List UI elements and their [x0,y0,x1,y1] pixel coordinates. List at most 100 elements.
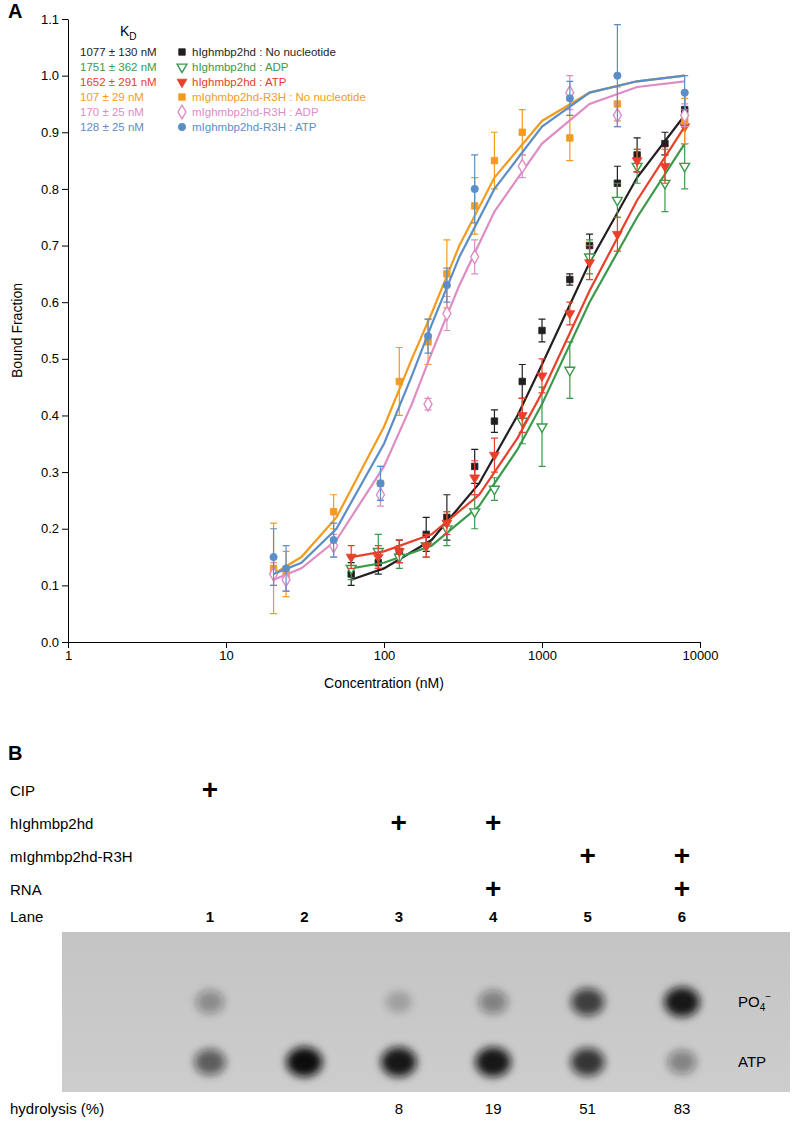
y-axis-title: Bound Fraction [9,283,25,378]
data-point [612,197,622,206]
error-bar [614,25,621,127]
lane-label: Lane [10,908,43,925]
data-point [471,185,478,192]
legend-marker [178,123,185,130]
error-bar [471,155,478,223]
spot-label-main: ATP [738,1053,766,1070]
y-axis-tick-mark [62,472,68,473]
legend-marker [179,49,185,55]
fit-line [274,81,685,579]
legend-marker [178,105,186,119]
data-point [585,260,595,269]
legend-label: hIghmbp2hd : ATP [192,76,287,88]
legend-kd: 1652 ± 291 nM [80,76,157,88]
data-point [662,140,668,146]
data-point [330,508,336,514]
data-point [565,367,575,376]
data-point [471,250,479,264]
data-point [396,378,402,384]
plot-area [270,25,690,614]
y-axis-tick-mark [62,415,68,416]
data-point [394,549,404,558]
data-point [443,282,450,289]
data-point [681,89,688,96]
spot [292,992,316,1012]
y-axis-tick: 1.0 [41,68,68,83]
spot-row [194,1047,696,1077]
series [270,76,688,614]
legend: KD1077 ± 130 nMhIghmbp2hd : No nucleotid… [80,23,366,133]
series [348,93,688,586]
legend-label: mIghmbp2hd-R3H : No nucleotide [192,91,366,103]
gel-image [62,932,790,1092]
lane-number: 6 [678,908,686,925]
data-point [680,163,690,172]
x-axis-tick-mark [700,642,701,648]
spot [476,1047,511,1077]
data-point [421,543,431,552]
data-point [442,520,452,529]
data-point [491,418,497,424]
data-point [346,554,356,563]
y-axis-tick-mark [62,132,68,133]
error-bar [443,240,450,308]
data-point [490,452,500,461]
error-bar [519,155,526,178]
legend-label: hIghmbp2hd : ADP [192,61,289,73]
plus-sign: + [485,873,501,904]
legend-entry: 170 ± 25 nMmIghmbp2hd-R3H : ADP [80,105,319,119]
legend-label: mIghmbp2hd-R3H : ATP [192,121,317,133]
y-axis-tick: 0.8 [41,182,68,197]
series [346,144,689,580]
y-axis-tick-mark [62,529,68,530]
spot [194,1049,225,1075]
x-axis-tick-label: 1 [65,648,72,663]
x-axis-tick-label: 10 [219,648,233,663]
data-point [491,157,497,163]
x-axis-tick-mark [68,642,69,648]
data-point [470,475,480,484]
plus-sign: + [485,807,501,838]
data-point [421,543,431,552]
legend-entry: 128 ± 25 nMmIghmbp2hd-R3H : ATP [80,121,317,133]
data-point [270,553,277,560]
data-point [519,378,525,384]
x-axis-tick-label: 10000 [682,648,718,663]
series [270,76,689,591]
y-axis-tick: 0.4 [41,408,68,423]
x-axis-tick: 1000 [528,642,557,663]
legend-title-sub: D [129,31,136,42]
y-axis: 0.00.10.20.30.40.50.60.70.80.91.01.1 [41,12,69,650]
data-point [537,424,547,433]
data-point [424,333,431,340]
y-axis-tick-label: 0.9 [41,125,59,140]
hydrolysis-value: 83 [674,1100,691,1117]
error-bar [270,529,277,586]
y-axis-tick-mark [62,642,68,643]
data-point [681,108,689,122]
spot-label: ATP [738,1053,766,1070]
data-point [377,480,384,487]
y-axis-tick-label: 0.4 [41,408,59,423]
y-axis-tick-mark [62,189,68,190]
x-axis-tick-label: 1000 [528,648,557,663]
data-point [660,163,670,172]
error-bar [681,76,688,110]
y-axis-tick-mark [62,302,68,303]
legend-entry: 1077 ± 130 nMhIghmbp2hd : No nucleotide [80,46,336,58]
hydrolysis-label: hydrolysis (%) [10,1100,104,1117]
figure: 1101001000100000.00.10.20.30.40.50.60.70… [0,0,800,1124]
x-axis-tick-mark [226,642,227,648]
data-point [614,72,621,79]
error-bar [425,319,432,353]
y-axis-tick: 0.5 [41,351,68,366]
y-axis-tick-mark [62,585,68,586]
data-point [518,159,526,173]
legend-marker [177,64,187,73]
y-axis-tick-label: 0.6 [41,295,59,310]
legend-label: mIghmbp2hd-R3H : ADP [192,106,319,118]
error-bar [491,132,498,189]
y-axis-tick-mark [62,246,68,247]
x-axis-tick: 100 [374,642,396,663]
x-axis-title: Concentration (nM) [324,675,444,691]
